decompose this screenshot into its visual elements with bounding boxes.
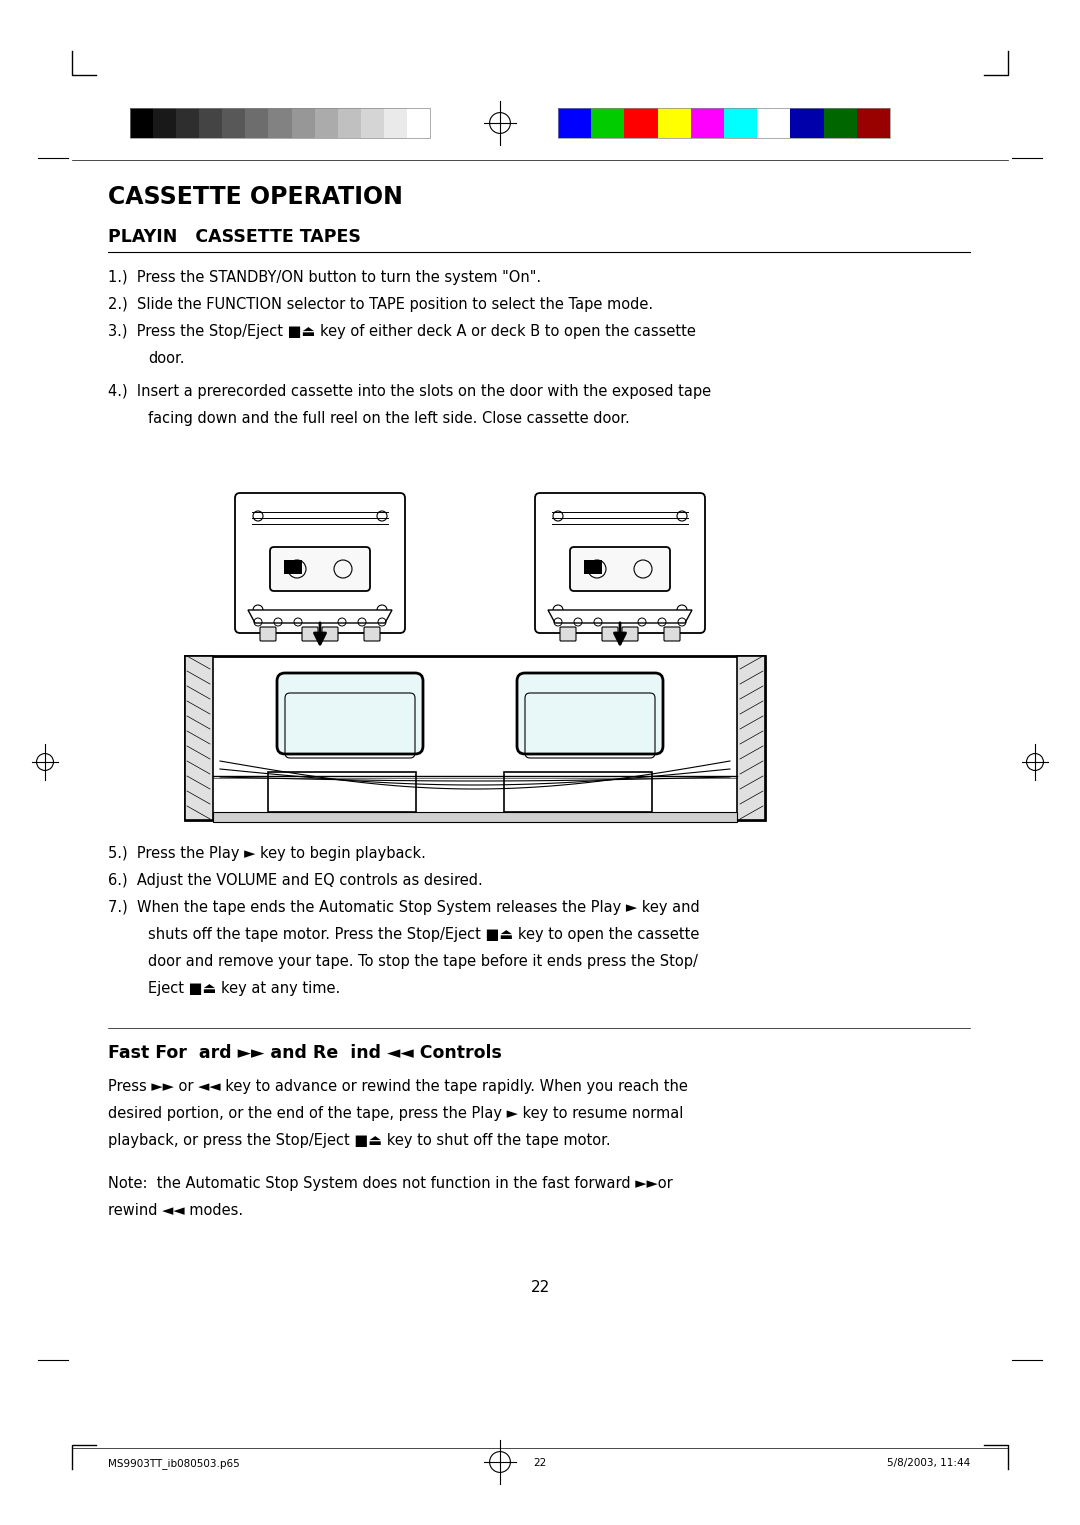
FancyBboxPatch shape (561, 627, 576, 640)
Text: 5.)  Press the Play ► key to begin playback.: 5.) Press the Play ► key to begin playba… (108, 846, 426, 862)
Bar (407, 108, 430, 137)
Text: 3.)  Press the Stop/Eject ■⏏ key of either deck A or deck B to open the cassette: 3.) Press the Stop/Eject ■⏏ key of eithe… (108, 323, 696, 339)
Bar (504, 772, 652, 811)
Polygon shape (248, 610, 392, 624)
Text: Fast For  ard ►► and Re  ind ◄◄ Controls: Fast For ard ►► and Re ind ◄◄ Controls (108, 1045, 502, 1061)
Bar (724, 108, 757, 137)
Text: CASSETTE OPERATION: CASSETTE OPERATION (108, 185, 403, 209)
Bar (624, 108, 658, 137)
FancyBboxPatch shape (535, 493, 705, 633)
Text: playback, or press the Stop/Eject ■⏏ key to shut off the tape motor.: playback, or press the Stop/Eject ■⏏ key… (108, 1133, 610, 1148)
Text: desired portion, or the end of the tape, press the Play ► key to resume normal: desired portion, or the end of the tape,… (108, 1106, 684, 1121)
Bar (558, 108, 890, 137)
Text: 4.)  Insert a prerecorded cassette into the slots on the door with the exposed t: 4.) Insert a prerecorded cassette into t… (108, 384, 711, 400)
Text: 7.)  When the tape ends the Automatic Stop System releases the Play ► key and: 7.) When the tape ends the Automatic Sto… (108, 900, 700, 915)
Text: 1.)  Press the STANDBY/ON button to turn the system "On".: 1.) Press the STANDBY/ON button to turn … (108, 270, 541, 285)
Bar (691, 108, 724, 137)
Text: door.: door. (148, 351, 185, 366)
Bar (284, 560, 302, 573)
Text: 22: 22 (534, 1458, 546, 1469)
Bar (757, 108, 791, 137)
FancyBboxPatch shape (602, 627, 618, 640)
Bar (292, 108, 314, 137)
Bar (824, 108, 856, 137)
Bar (153, 108, 176, 137)
Text: 2.)  Slide the FUNCTION selector to TAPE position to select the Tape mode.: 2.) Slide the FUNCTION selector to TAPE … (108, 297, 653, 313)
Bar (658, 108, 691, 137)
Bar (558, 108, 591, 137)
Bar (314, 108, 338, 137)
Text: rewind ◄◄ modes.: rewind ◄◄ modes. (108, 1203, 243, 1218)
Text: shuts off the tape motor. Press the Stop/Eject ■⏏ key to open the cassette: shuts off the tape motor. Press the Stop… (148, 927, 700, 942)
Text: Note:  the Automatic Stop System does not function in the fast forward ►►or: Note: the Automatic Stop System does not… (108, 1176, 673, 1191)
Bar (737, 656, 765, 820)
Bar (856, 108, 890, 137)
Bar (383, 108, 407, 137)
Text: MS9903TT_ib080503.p65: MS9903TT_ib080503.p65 (108, 1458, 240, 1469)
Text: facing down and the full reel on the left side. Close cassette door.: facing down and the full reel on the lef… (148, 412, 630, 425)
Bar (245, 108, 269, 137)
FancyBboxPatch shape (270, 547, 370, 592)
Bar (791, 108, 824, 137)
FancyBboxPatch shape (517, 673, 663, 753)
Bar (737, 656, 765, 820)
Bar (361, 108, 383, 137)
Text: Press ►► or ◄◄ key to advance or rewind the tape rapidly. When you reach the: Press ►► or ◄◄ key to advance or rewind … (108, 1080, 688, 1093)
FancyBboxPatch shape (260, 627, 276, 640)
Bar (199, 108, 222, 137)
Bar (130, 108, 430, 137)
Bar (185, 656, 765, 820)
FancyBboxPatch shape (664, 627, 680, 640)
Text: PLAYIN   CASSETTE TAPES: PLAYIN CASSETTE TAPES (108, 229, 361, 246)
Bar (130, 108, 153, 137)
Bar (268, 772, 416, 811)
Text: Eject ■⏏ key at any time.: Eject ■⏏ key at any time. (148, 981, 340, 996)
FancyBboxPatch shape (364, 627, 380, 640)
Text: 22: 22 (530, 1279, 550, 1295)
FancyBboxPatch shape (302, 627, 318, 640)
Bar (269, 108, 292, 137)
Bar (591, 108, 624, 137)
Polygon shape (548, 610, 692, 624)
FancyBboxPatch shape (622, 627, 638, 640)
Bar (176, 108, 199, 137)
Bar (213, 811, 737, 822)
Bar (584, 560, 602, 573)
FancyBboxPatch shape (322, 627, 338, 640)
Text: door and remove your tape. To stop the tape before it ends press the Stop/: door and remove your tape. To stop the t… (148, 955, 698, 968)
FancyBboxPatch shape (570, 547, 670, 592)
Bar (185, 656, 213, 820)
Bar (222, 108, 245, 137)
FancyBboxPatch shape (276, 673, 423, 753)
Text: 6.)  Adjust the VOLUME and EQ controls as desired.: 6.) Adjust the VOLUME and EQ controls as… (108, 872, 483, 888)
Bar (185, 656, 213, 820)
Text: 5/8/2003, 11:44: 5/8/2003, 11:44 (887, 1458, 970, 1469)
Bar (338, 108, 361, 137)
FancyBboxPatch shape (235, 493, 405, 633)
